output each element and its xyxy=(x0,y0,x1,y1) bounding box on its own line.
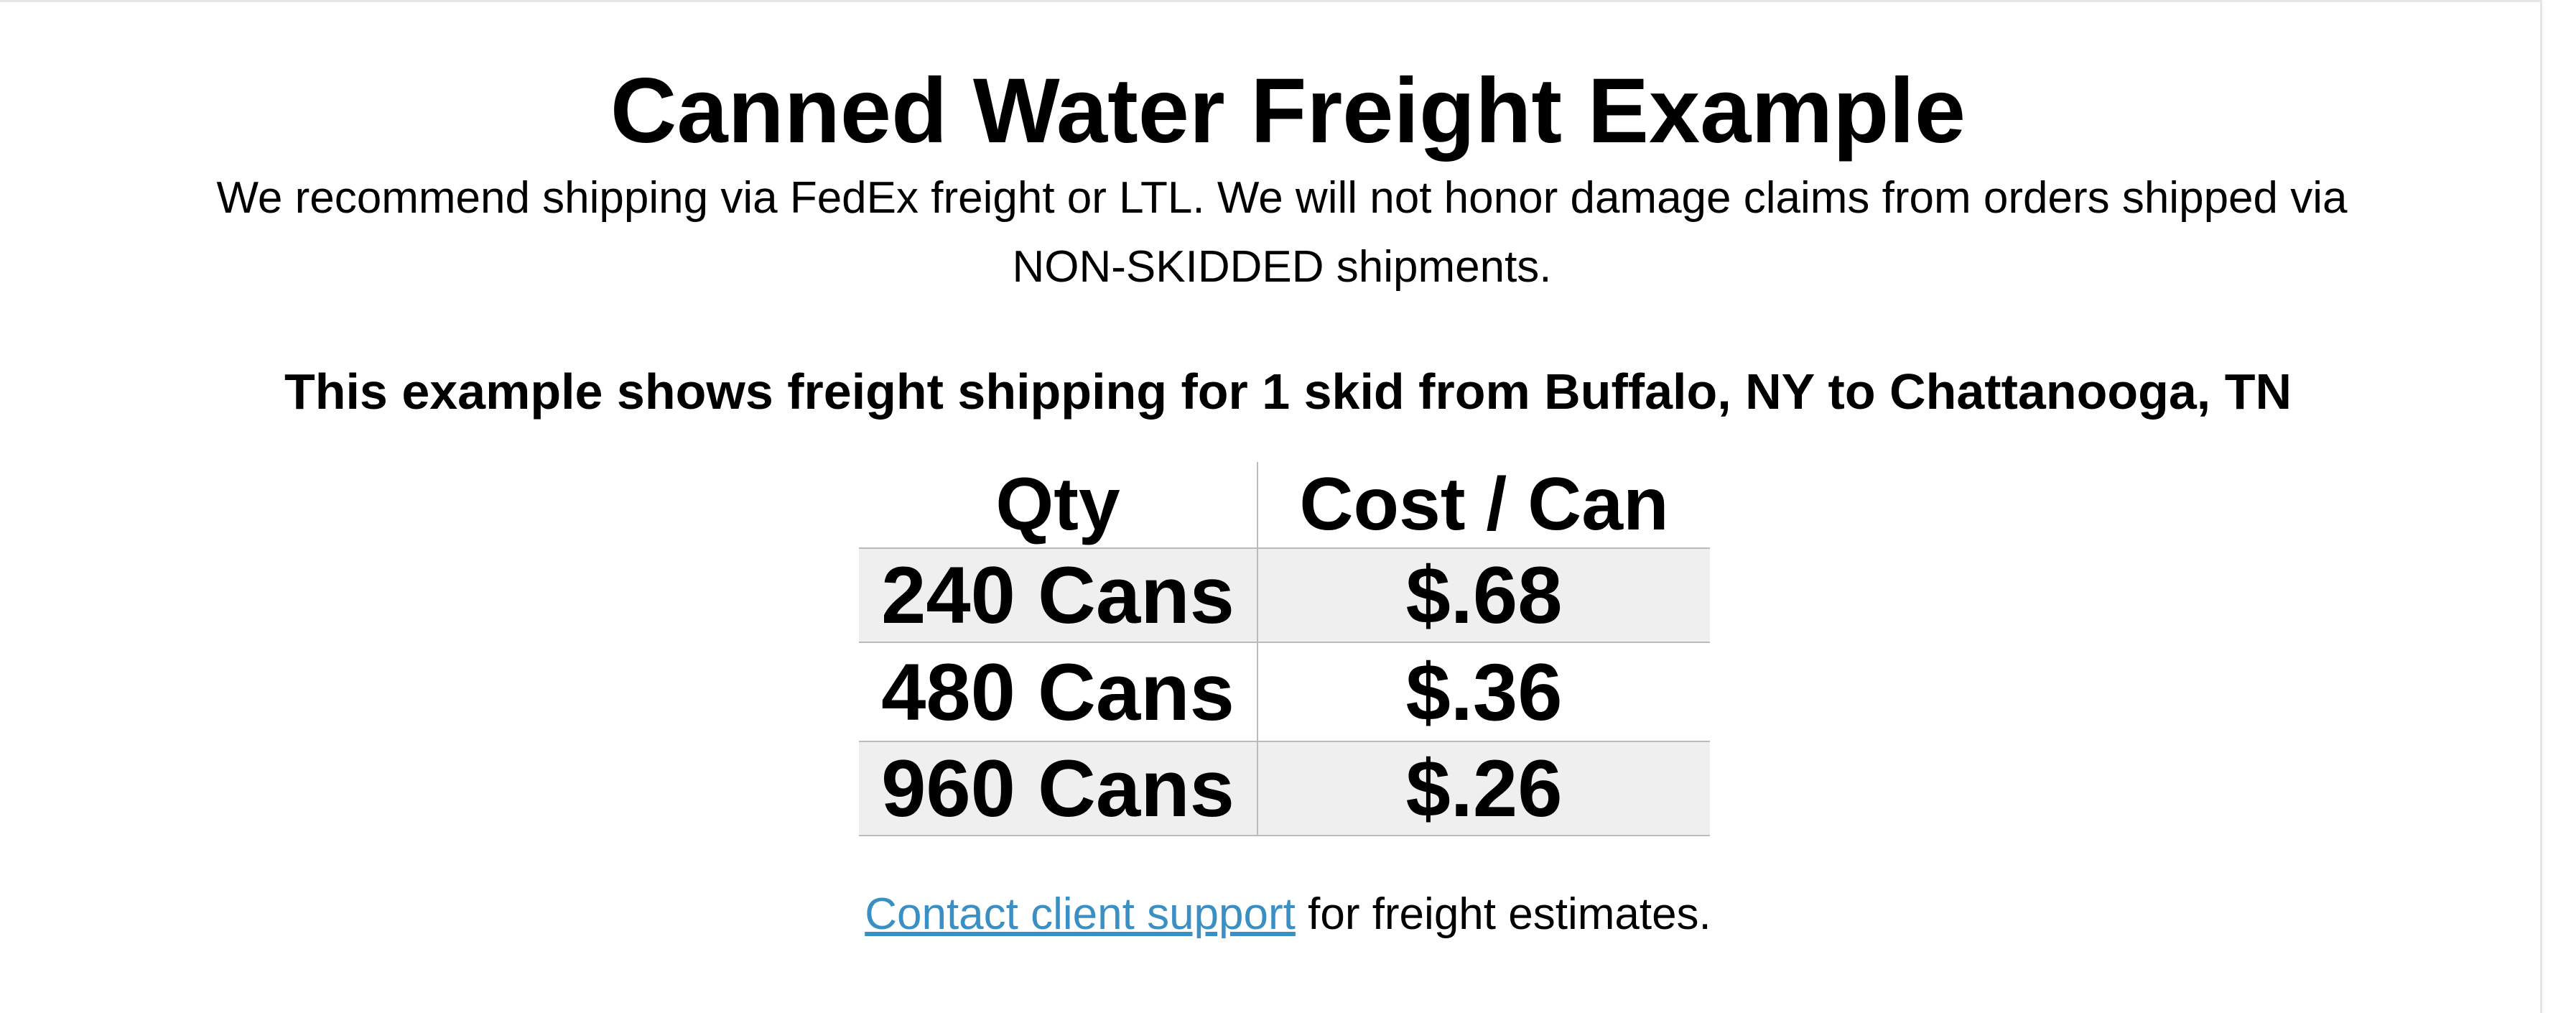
header-row: Qty Cost / Can xyxy=(859,462,1710,549)
title: Canned Water Freight Example xyxy=(610,60,1966,162)
table-row: 480 Cans $.36 xyxy=(859,642,1710,742)
column-header: Cost / Can xyxy=(1257,462,1710,549)
support-link[interactable]: Contact client support xyxy=(865,889,1296,939)
table-row: 240 Cans $.68 xyxy=(859,548,1710,643)
qty-cell: 960 Cans xyxy=(859,741,1258,836)
footer: Contact client support for freight estim… xyxy=(0,884,2576,945)
cost-cell: $.36 xyxy=(1257,642,1710,742)
qty-cell: 480 Cans xyxy=(859,642,1258,742)
intro: We recommend shipping via FedEx freight … xyxy=(216,173,2348,292)
subheading: This example shows freight shipping for … xyxy=(284,364,2292,420)
cost-cell: $.68 xyxy=(1257,548,1710,643)
cost-cell: $.26 xyxy=(1257,741,1710,836)
freight-table: Qty Cost / Can 240 Cans $.68 480 Cans $.36 9… xyxy=(859,462,1710,836)
column-header: Qty xyxy=(859,462,1258,549)
footer-text: for freight estimates. xyxy=(1308,889,1711,939)
table-row: 960 Cans $.26 xyxy=(859,741,1710,836)
qty-cell: 240 Cans xyxy=(859,548,1258,643)
